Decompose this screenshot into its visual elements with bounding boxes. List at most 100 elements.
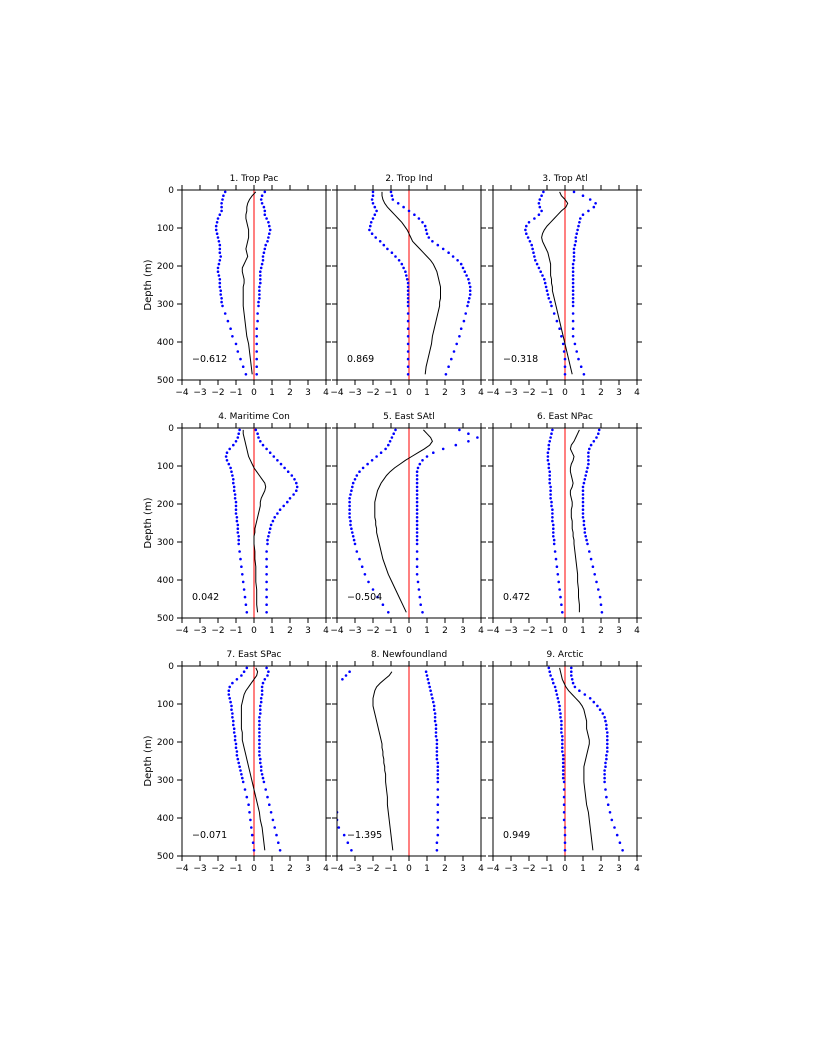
series-dot bbox=[279, 462, 283, 466]
correlation-annotation: −0.071 bbox=[192, 830, 227, 841]
series-dot bbox=[436, 788, 440, 791]
series-dot bbox=[241, 776, 244, 780]
series-dot bbox=[415, 500, 419, 504]
series-dot bbox=[541, 274, 544, 277]
series-dot bbox=[431, 697, 434, 700]
series-dot bbox=[258, 750, 261, 753]
correlation-annotation: 0.869 bbox=[347, 354, 374, 365]
correlation-annotation: 0.042 bbox=[192, 592, 219, 603]
series-dot bbox=[373, 205, 377, 209]
series-dots-1 bbox=[546, 428, 564, 614]
series-dot bbox=[549, 300, 552, 304]
series-dot bbox=[571, 278, 575, 281]
series-dot bbox=[551, 678, 554, 681]
series-dot bbox=[540, 194, 543, 197]
series-dot bbox=[406, 327, 410, 331]
y-tick-label: 300 bbox=[157, 538, 174, 548]
series-dot bbox=[417, 588, 421, 591]
series-dot bbox=[552, 527, 555, 530]
series-dot bbox=[558, 708, 561, 711]
series-dot bbox=[268, 228, 272, 232]
series-dots-1 bbox=[224, 428, 249, 614]
series-dot bbox=[348, 508, 351, 512]
series-dot bbox=[557, 700, 560, 704]
series-dot bbox=[436, 803, 440, 806]
series-dot bbox=[221, 198, 224, 201]
series-dot bbox=[429, 689, 432, 692]
series-dot bbox=[234, 742, 238, 746]
series-dot bbox=[615, 833, 619, 837]
series-dot bbox=[468, 293, 472, 296]
series-dot bbox=[257, 304, 260, 308]
x-tick-label: −1 bbox=[540, 864, 553, 874]
panel-7: 7. East SPac −4 −3 −2 −1 0 1 2 3 4 0 100 200 300 400 50… bbox=[143, 650, 331, 874]
series-dot bbox=[415, 531, 419, 534]
series-dot bbox=[549, 485, 552, 489]
series-dot bbox=[436, 243, 440, 247]
series-dot bbox=[263, 190, 267, 194]
series-dot bbox=[550, 432, 553, 436]
x-tick-label: −4 bbox=[330, 864, 344, 874]
x-tick-label: −3 bbox=[348, 626, 361, 636]
series-dot bbox=[605, 723, 608, 727]
series-dot bbox=[425, 674, 429, 677]
x-tick-label: 2 bbox=[287, 388, 293, 398]
series-dot bbox=[268, 224, 271, 228]
series-dot bbox=[432, 700, 435, 704]
series-dot bbox=[593, 573, 596, 576]
series-dot bbox=[373, 213, 377, 216]
series-dot bbox=[581, 194, 585, 197]
series-dot bbox=[582, 481, 586, 485]
series-dot bbox=[225, 459, 229, 462]
series-dot bbox=[548, 470, 551, 474]
series-dot bbox=[234, 500, 238, 504]
series-dot bbox=[226, 319, 230, 323]
plot-area bbox=[546, 428, 604, 618]
series-dot bbox=[238, 550, 241, 553]
series-dot bbox=[574, 236, 578, 239]
series-dot bbox=[261, 681, 265, 685]
x-tick-label: 0 bbox=[562, 864, 568, 874]
series-dot bbox=[265, 603, 268, 606]
series-dot bbox=[220, 297, 223, 300]
x-tick-label: 4 bbox=[478, 864, 484, 874]
series-dot bbox=[561, 757, 565, 761]
series-dot bbox=[524, 228, 527, 232]
series-dot bbox=[581, 497, 585, 500]
series-dot bbox=[464, 312, 468, 315]
series-dot bbox=[435, 738, 439, 742]
series-dot bbox=[548, 670, 551, 673]
series-dot bbox=[237, 542, 240, 546]
series-dot bbox=[428, 685, 432, 689]
series-dot bbox=[351, 485, 354, 489]
series-dot bbox=[561, 776, 565, 780]
series-dot bbox=[561, 773, 565, 776]
series-dot bbox=[573, 243, 577, 247]
series-dot bbox=[406, 281, 410, 285]
series-dot bbox=[224, 455, 228, 458]
series-dot bbox=[550, 500, 553, 504]
series-dot bbox=[571, 274, 575, 277]
x-tick-label: 0 bbox=[251, 388, 257, 398]
series-dot bbox=[342, 833, 346, 837]
series-dot bbox=[394, 428, 397, 432]
series-dot bbox=[415, 527, 419, 530]
series-dot bbox=[581, 516, 585, 519]
series-dot bbox=[581, 485, 585, 489]
series-dot bbox=[259, 270, 262, 274]
panel-6: 6. East NPac −4 −3 −2 −1 0 1 2 3 4 0.472 bbox=[486, 412, 642, 636]
series-dot bbox=[547, 447, 551, 451]
series-dot bbox=[219, 289, 222, 293]
series-dot bbox=[406, 312, 410, 315]
series-dot bbox=[557, 580, 560, 584]
series-dot bbox=[266, 538, 269, 542]
series-dot bbox=[537, 266, 541, 270]
series-dot bbox=[560, 335, 563, 338]
series-dot bbox=[263, 209, 267, 213]
series-dot bbox=[260, 202, 264, 205]
series-dot bbox=[390, 194, 394, 197]
series-dot bbox=[256, 432, 259, 436]
y-tick-label: 0 bbox=[168, 424, 174, 434]
series-dot bbox=[417, 217, 421, 220]
